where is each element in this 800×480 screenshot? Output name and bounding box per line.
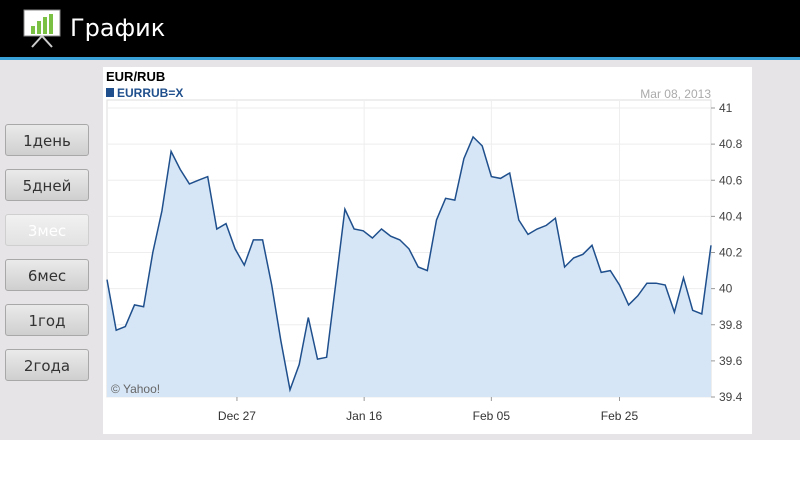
chart-title: EUR/RUB	[106, 69, 165, 84]
x-tick-label: Dec 27	[218, 409, 256, 423]
y-tick-label: 40.4	[719, 209, 743, 223]
app-bar-divider	[0, 57, 800, 60]
x-tick-label: Jan 16	[346, 409, 382, 423]
range-button[interactable]: 1день	[5, 124, 89, 156]
chart: EUR/RUB EURRUB=X Mar 08, 2013 39.4 39.6 39.8 4…	[103, 67, 752, 434]
y-tick-label: 41	[719, 101, 733, 115]
app-bar: График	[0, 0, 800, 57]
line	[106, 135, 712, 393]
range-button[interactable]: 2года	[5, 349, 89, 381]
legend-label: EURRUB=X	[117, 86, 183, 100]
legend-swatch	[106, 88, 114, 97]
y-tick-label: 39.4	[719, 390, 743, 404]
y-tick-label: 40.8	[719, 137, 743, 151]
range-button[interactable]: 5дней	[5, 169, 89, 201]
credit: © Yahoo!	[111, 382, 160, 396]
range-buttons: 1день 5дней 3мес 6мес 1год 2года	[5, 124, 89, 394]
x-tick-label: Feb 05	[473, 409, 511, 423]
y-tick-label: 40	[719, 282, 733, 296]
y-tick-label: 39.8	[719, 318, 743, 332]
chart-date: Mar 08, 2013	[640, 87, 711, 101]
y-tick-label: 39.6	[719, 354, 743, 368]
app-icon	[23, 9, 61, 48]
app-title: График	[70, 14, 166, 42]
x-tick-label: Feb 25	[601, 409, 639, 423]
y-tick-label: 40.6	[719, 173, 743, 187]
area	[107, 136, 711, 397]
range-button[interactable]: 6мес	[5, 259, 89, 291]
y-tick-label: 40.2	[719, 246, 743, 260]
range-button[interactable]: 1год	[5, 304, 89, 336]
range-button[interactable]: 3мес	[5, 214, 89, 246]
